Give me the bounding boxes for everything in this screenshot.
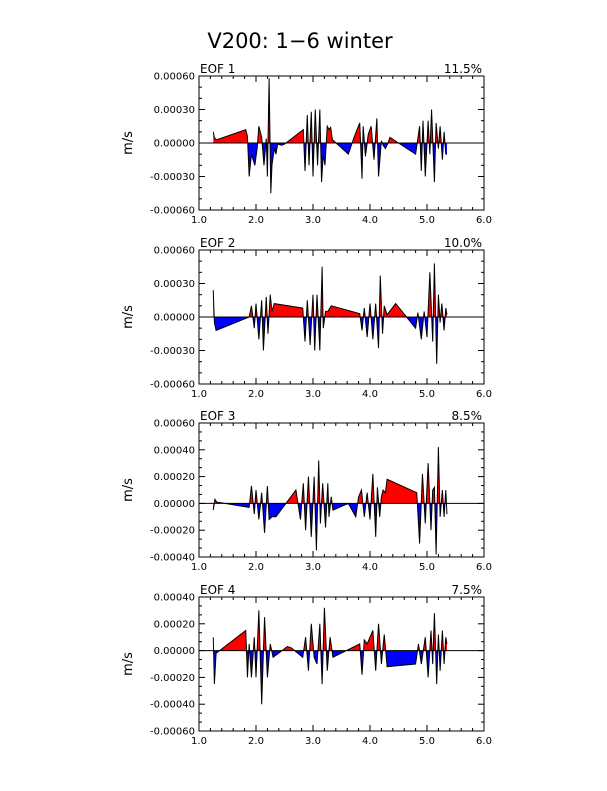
y-tick-label: -0.00020 (150, 526, 195, 537)
y-tick-label: -0.00060 (150, 380, 195, 391)
panels: 1.0 2.0 3.0 4.0 5.0 6.0 0.00060 0.00030 0.00000 -… (121, 62, 492, 747)
negative-area (213, 143, 447, 194)
y-tick-label: -0.00030 (150, 346, 195, 357)
x-tick-label: 3.0 (305, 389, 321, 400)
x-tick-label: 6.0 (476, 562, 492, 573)
y-tick-label: 0.00030 (154, 105, 195, 116)
eof-panel-1: 1.0 2.0 3.0 4.0 5.0 6.0 0.00060 0.00030 0.00000 -… (121, 62, 492, 226)
figure-title: V200: 1−6 winter (207, 29, 393, 53)
variance-label: 7.5% (452, 583, 483, 597)
series-line (212, 78, 447, 194)
y-axis-label: m/s (121, 478, 136, 502)
y-tick-label: 0.00020 (154, 619, 195, 630)
variance-label: 10.0% (444, 236, 482, 250)
variance-label: 8.5% (452, 409, 483, 423)
y-axis-label: m/s (121, 131, 136, 155)
eof-panel-3: 1.0 2.0 3.0 4.0 5.0 6.0 0.00060 0.00040 0.00020 0… (121, 409, 492, 573)
panel-label: EOF 1 (200, 62, 235, 76)
x-tick-label: 3.0 (305, 736, 321, 747)
y-tick-label: -0.00030 (150, 172, 195, 183)
y-tick-label: -0.00040 (150, 553, 195, 564)
x-tick-label: 1.0 (191, 562, 207, 573)
y-axis-label: m/s (121, 305, 136, 329)
negative-area (213, 503, 447, 555)
y-tick-label: 0.00040 (154, 593, 195, 604)
x-tick-label: 5.0 (419, 389, 435, 400)
x-tick-label: 2.0 (248, 389, 264, 400)
plot-frame (198, 596, 485, 732)
y-tick-label: 0.00060 (154, 246, 195, 257)
y-tick-label: 0.00020 (154, 472, 195, 483)
x-tick-label: 5.0 (419, 736, 435, 747)
y-tick-label: -0.00060 (150, 727, 195, 738)
positive-area (213, 78, 447, 143)
x-tick-label: 5.0 (419, 215, 435, 226)
x-tick-label: 6.0 (476, 736, 492, 747)
y-tick-label: -0.00020 (150, 673, 195, 684)
x-tick-label: 3.0 (305, 215, 321, 226)
x-tick-label: 4.0 (362, 215, 378, 226)
x-tick-label: 3.0 (305, 562, 321, 573)
x-tick-label: 6.0 (476, 389, 492, 400)
panel-label: EOF 4 (200, 583, 235, 597)
plot-frame (198, 422, 485, 558)
x-tick-label: 2.0 (248, 736, 264, 747)
y-tick-label: -0.00060 (150, 206, 195, 217)
positive-area (213, 447, 447, 504)
x-tick-label: 4.0 (362, 389, 378, 400)
y-tick-label: 0.00060 (154, 419, 195, 430)
x-tick-label: 4.0 (362, 736, 378, 747)
x-tick-label: 4.0 (362, 562, 378, 573)
y-tick-label: 0.00060 (154, 72, 195, 83)
panel-label: EOF 2 (200, 236, 235, 250)
eof-panel-2: 1.0 2.0 3.0 4.0 5.0 6.0 0.00060 0.00030 0.00000 -… (121, 236, 492, 400)
variance-label: 11.5% (444, 62, 482, 76)
positive-area (213, 607, 447, 651)
y-tick-label: 0.00000 (154, 313, 195, 324)
y-tick-label: 0.00000 (154, 139, 195, 150)
x-tick-label: 5.0 (419, 562, 435, 573)
series-line (212, 263, 448, 364)
x-tick-label: 1.0 (191, 215, 207, 226)
x-tick-label: 6.0 (476, 215, 492, 226)
x-tick-label: 1.0 (191, 389, 207, 400)
y-axis-label: m/s (121, 652, 136, 676)
positive-area (213, 263, 447, 317)
y-tick-label: 0.00000 (154, 499, 195, 510)
x-tick-label: 2.0 (248, 215, 264, 226)
y-tick-label: 0.00040 (154, 445, 195, 456)
x-tick-label: 1.0 (191, 736, 207, 747)
panel-label: EOF 3 (200, 409, 235, 423)
negative-area (213, 650, 447, 705)
series-line (212, 447, 448, 555)
y-tick-label: -0.00040 (150, 700, 195, 711)
y-tick-label: 0.00030 (154, 279, 195, 290)
x-tick-label: 2.0 (248, 562, 264, 573)
eof-panel-4: 1.0 2.0 3.0 4.0 5.0 6.0 0.00040 0.00020 0.00000 -… (121, 583, 492, 747)
y-tick-label: 0.00000 (154, 646, 195, 657)
